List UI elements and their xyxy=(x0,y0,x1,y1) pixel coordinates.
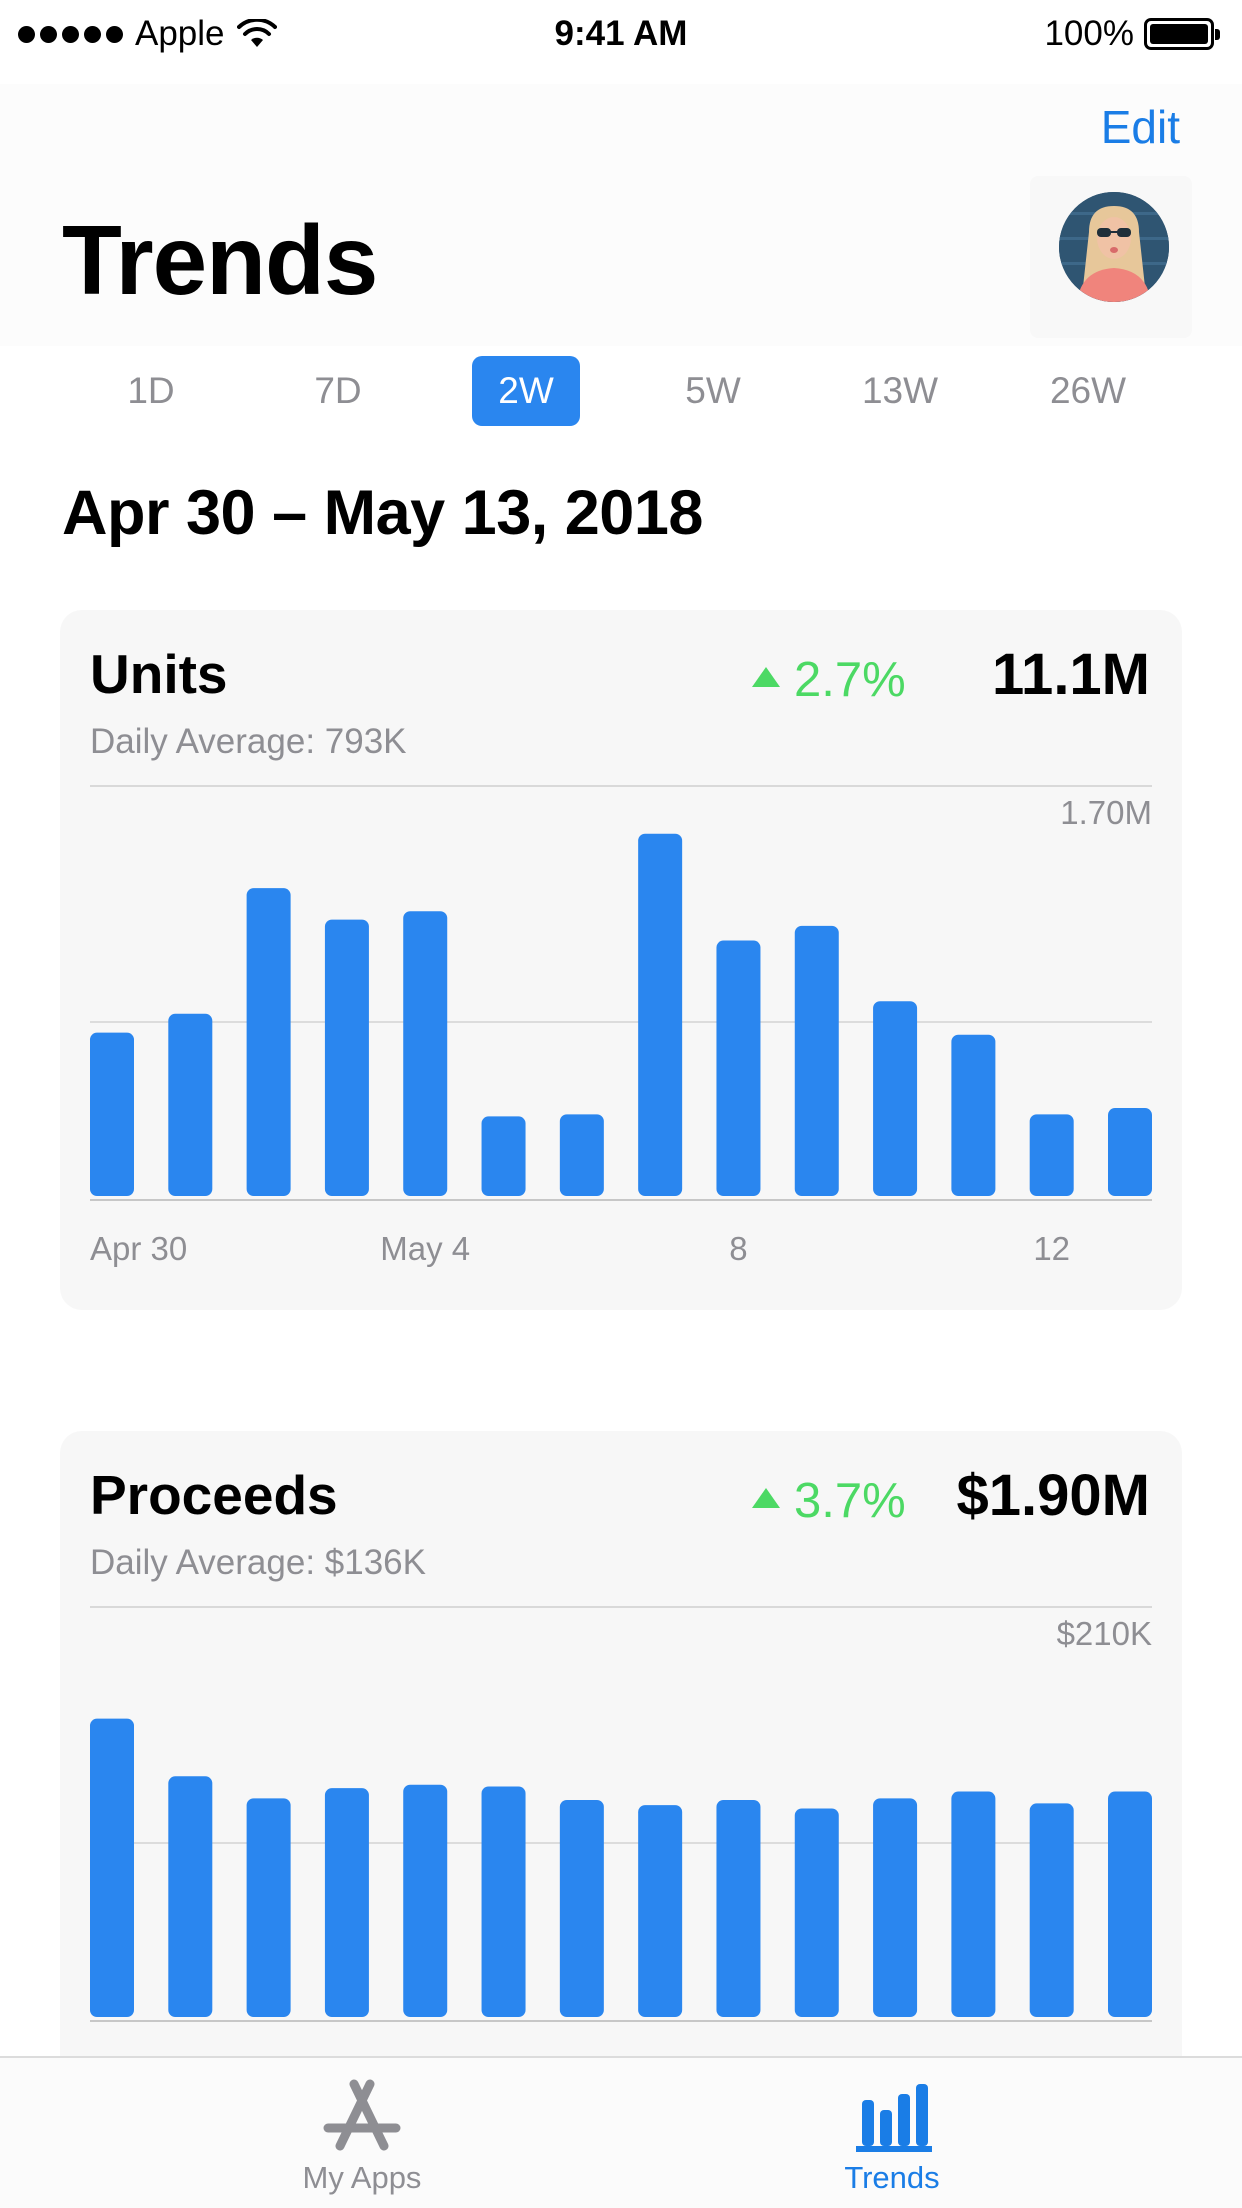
profile-photo-icon xyxy=(1059,192,1169,302)
range-option-2w[interactable]: 2W xyxy=(472,356,580,426)
range-selector: 1D 7D 2W 5W 13W 26W xyxy=(90,356,1180,426)
proceeds-bar xyxy=(638,1805,683,2017)
tab-trends[interactable]: Trends xyxy=(742,2078,1042,2196)
avatar[interactable] xyxy=(1059,192,1169,302)
proceeds-change: 3.7% xyxy=(752,1473,906,1529)
units-bar xyxy=(794,925,839,1196)
edit-button[interactable]: Edit xyxy=(1100,101,1180,153)
proceeds-bar xyxy=(481,1786,526,2017)
battery-icon xyxy=(1144,18,1220,50)
units-change-value: 2.7% xyxy=(794,653,906,707)
range-option-13w[interactable]: 13W xyxy=(861,370,939,411)
tab-my-apps[interactable]: My Apps xyxy=(212,2078,512,2196)
units-bar xyxy=(168,1013,213,1196)
proceeds-bar xyxy=(324,1788,369,2017)
proceeds-title: Proceeds xyxy=(90,1464,338,1526)
units-x-tick-label: 12 xyxy=(1033,1230,1070,1267)
units-bar-chart: 1.70M Apr 30 May 4 8 12 xyxy=(90,785,1152,1267)
units-bar xyxy=(1029,1114,1074,1196)
bar-chart-icon xyxy=(856,2084,932,2152)
proceeds-bar xyxy=(403,1784,448,2017)
proceeds-bar xyxy=(559,1800,604,2017)
carrier-name: Apple xyxy=(135,14,225,53)
status-bar: Apple 9:41 AM 100% xyxy=(0,0,1242,66)
units-x-tick-label: May 4 xyxy=(380,1230,470,1267)
range-option-5w[interactable]: 5W xyxy=(685,370,741,411)
tab-trends-label: Trends xyxy=(844,2160,940,2195)
status-bar-time: 9:41 AM xyxy=(554,14,688,53)
proceeds-bar xyxy=(1029,1803,1074,2017)
units-bar xyxy=(324,919,369,1196)
units-max-label: 1.70M xyxy=(1060,794,1152,831)
proceeds-daily-average: Daily Average: $136K xyxy=(90,1543,426,1582)
units-total: 11.1M xyxy=(992,642,1150,707)
units-x-tick-label: Apr 30 xyxy=(90,1230,187,1267)
units-bar xyxy=(716,940,761,1196)
units-daily-average: Daily Average: 793K xyxy=(90,722,407,761)
trend-up-icon xyxy=(752,667,780,687)
units-bar xyxy=(1108,1108,1152,1196)
proceeds-max-label: $210K xyxy=(1057,1615,1152,1652)
units-x-tick-label: 8 xyxy=(729,1230,747,1267)
proceeds-bar-chart: $210K xyxy=(90,1606,1152,2022)
units-bar xyxy=(90,1032,134,1196)
tab-my-apps-label: My Apps xyxy=(302,2160,422,2195)
range-option-7d[interactable]: 7D xyxy=(314,370,362,411)
units-change: 2.7% xyxy=(752,652,906,708)
page-title: Trends xyxy=(62,205,378,315)
proceeds-bar xyxy=(168,1776,213,2017)
signal-strength-icon xyxy=(18,25,123,43)
app-store-icon xyxy=(323,2079,401,2151)
units-bar xyxy=(559,1114,604,1196)
units-bar xyxy=(481,1116,526,1196)
proceeds-bar xyxy=(90,1718,134,2017)
trend-up-icon xyxy=(752,1488,780,1508)
tab-bar: My Apps Trends xyxy=(0,2056,1242,2208)
units-bar xyxy=(951,1034,996,1196)
proceeds-change-value: 3.7% xyxy=(794,1474,906,1528)
proceeds-bar xyxy=(246,1798,291,2017)
battery-percentage: 100% xyxy=(1044,14,1134,53)
proceeds-bar xyxy=(716,1800,761,2017)
status-bar-left: Apple xyxy=(18,14,277,54)
date-range-heading: Apr 30 – May 13, 2018 xyxy=(62,478,703,548)
units-title: Units xyxy=(90,643,228,705)
range-option-1d[interactable]: 1D xyxy=(127,370,175,411)
proceeds-bar xyxy=(951,1791,996,2017)
status-bar-right: 100% xyxy=(1044,14,1220,54)
proceeds-card[interactable]: Proceeds 3.7% $1.90M Daily Average: $136… xyxy=(60,1431,1182,2131)
units-bar xyxy=(246,888,291,1196)
units-bar xyxy=(638,833,683,1196)
range-option-26w[interactable]: 26W xyxy=(1049,370,1127,411)
units-bar xyxy=(873,1001,918,1196)
proceeds-total: $1.90M xyxy=(956,1463,1150,1528)
proceeds-bar xyxy=(794,1808,839,2017)
proceeds-bar xyxy=(1108,1791,1152,2017)
units-card[interactable]: Units 2.7% 11.1M Daily Average: 793K 1.7… xyxy=(60,610,1182,1310)
units-bar xyxy=(403,911,448,1196)
wifi-icon xyxy=(236,19,277,47)
proceeds-bar xyxy=(873,1798,918,2017)
